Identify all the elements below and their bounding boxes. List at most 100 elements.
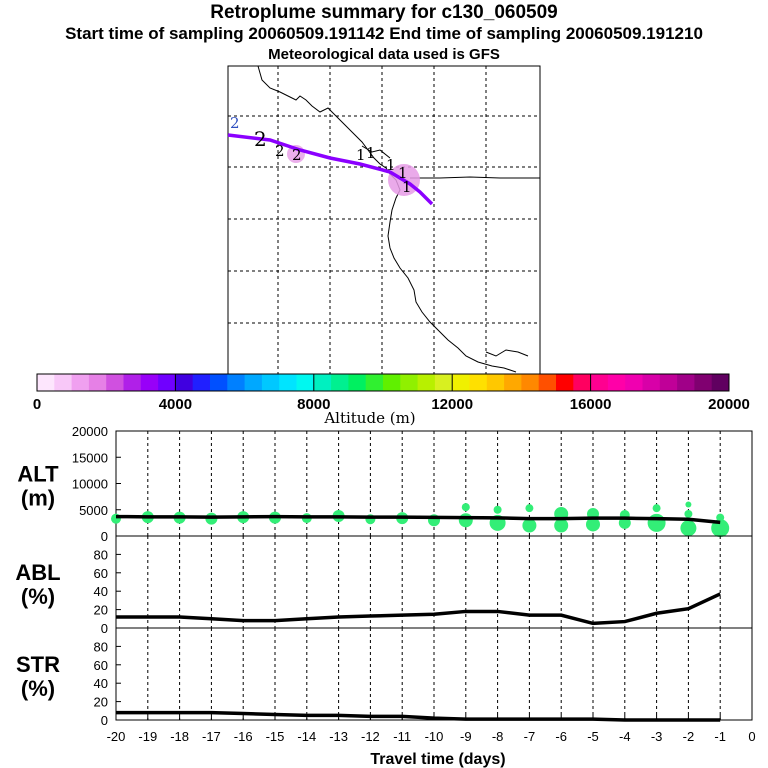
colorbar-cell: [694, 374, 713, 391]
colorbar-label: Altitude (m): [323, 409, 415, 427]
panel-abl: 80 60 40 20 0 ABL(%): [15, 535, 753, 636]
colorbar-cell: [365, 374, 384, 391]
altitude-dot: [493, 505, 502, 514]
altitude-dot: [647, 513, 666, 532]
colorbar-cell: [296, 374, 315, 391]
colorbar-cell: [659, 374, 678, 391]
colorbar-tick-label: 16000: [570, 396, 612, 413]
x-tick-label: -1: [714, 729, 726, 744]
altitude-dot: [652, 504, 661, 513]
colorbar-cell: [71, 374, 90, 391]
y-tick-label: 10000: [72, 477, 108, 492]
x-tick-label: -9: [460, 729, 472, 744]
x-tick-label: -17: [202, 729, 221, 744]
colorbar-cell: [140, 374, 159, 391]
x-tick-label: 0: [748, 729, 755, 744]
x-tick-label: -4: [619, 729, 631, 744]
x-tick-label: -20: [107, 729, 126, 744]
day-marker: 2: [230, 114, 240, 132]
x-tick-label: -18: [170, 729, 189, 744]
altitude-colorbar: 0 4000 8000 12000 16000 20000 Altitude (m): [33, 373, 750, 427]
chart-title: Retroplume summary for c130_060509: [210, 2, 558, 23]
colorbar-cell: [642, 374, 661, 391]
colorbar-cell: [244, 374, 263, 391]
y-tick-label: 40: [94, 584, 108, 599]
colorbar-cell: [210, 374, 228, 391]
colorbar-cell: [54, 374, 73, 391]
day-marker: 1: [398, 164, 408, 182]
colorbar-cell: [711, 374, 730, 391]
altitude-dot: [716, 513, 725, 522]
day-marker: 1: [402, 178, 412, 196]
colorbar-cell: [400, 374, 419, 391]
altitude-dot: [680, 520, 697, 537]
day-marker: 1: [366, 144, 376, 162]
y-tick-label: 20: [94, 603, 108, 618]
y-tick-label: 20000: [72, 424, 108, 439]
colorbar-cell: [556, 374, 574, 391]
y-tick-label: 0: [101, 529, 108, 544]
colorbar-cell: [469, 374, 488, 391]
altitude-dot: [554, 518, 569, 533]
series-line-abl: [116, 592, 721, 626]
colorbar-cell: [331, 374, 349, 391]
y-tick-label: 15000: [72, 450, 108, 465]
colorbar-cell: [261, 374, 280, 391]
colorbar-cell: [175, 374, 194, 391]
x-tick-label: -3: [651, 729, 663, 744]
colorbar-cell: [37, 374, 55, 391]
x-tick-label: -16: [234, 729, 253, 744]
colorbar-tick-label: 0: [33, 396, 41, 413]
colorbar-cell: [434, 374, 453, 391]
colorbar-tick-label: 12000: [431, 396, 473, 413]
panel-label: ABL: [15, 560, 60, 585]
colorbar-cell: [573, 374, 592, 391]
colorbar-cell: [313, 374, 332, 391]
day-marker: 2: [254, 127, 267, 151]
x-tick-label: -19: [138, 729, 157, 744]
colorbar-frame: [36, 373, 730, 392]
day-marker: 1: [386, 156, 396, 174]
trajectory-line: [227, 133, 434, 206]
panel-label: ALT: [17, 462, 59, 487]
x-tick-label: -7: [524, 729, 536, 744]
colorbar-cell: [486, 374, 505, 391]
x-tick-label: -10: [425, 729, 444, 744]
colorbar-cell: [452, 374, 470, 391]
colorbar-tick-label: 20000: [708, 396, 750, 413]
sampling-time-subtitle: Start time of sampling 20060509.191142 E…: [65, 24, 703, 43]
y-tick-label: 40: [94, 676, 108, 691]
x-tick-label: -2: [683, 729, 695, 744]
colorbar-cell: [590, 374, 609, 391]
altitude-dot: [458, 513, 473, 528]
x-tick-label: -6: [555, 729, 567, 744]
x-tick-label: -12: [361, 729, 380, 744]
day-markers: 2 2 2 2 1 1 1 1 1: [230, 114, 412, 196]
colorbar-cell: [383, 374, 401, 391]
y-tick-label: 80: [94, 639, 108, 654]
x-tick-label: -14: [297, 729, 316, 744]
x-axis-label: Travel time (days): [370, 751, 505, 768]
colorbar-cell: [417, 374, 436, 391]
series-line-str: [116, 710, 721, 722]
altitude-dot: [461, 503, 470, 512]
altitude-dot: [685, 501, 692, 508]
x-tick-label: -15: [266, 729, 285, 744]
y-tick-label: 20: [94, 695, 108, 710]
day-marker: 1: [356, 146, 366, 164]
trajectory-map: 2 2 2 2 1 1 1 1 1: [227, 65, 541, 375]
y-tick-label: 80: [94, 547, 108, 562]
colorbar-tick-label: 8000: [297, 396, 330, 413]
colorbar-cell: [88, 374, 107, 391]
altitude-dot: [684, 509, 693, 518]
colorbar-cell: [504, 374, 522, 391]
panel-alt: 20000 15000 10000 5000 0 ALT(m): [17, 424, 753, 544]
panel-unit-label: (m): [21, 486, 55, 511]
day-marker: 2: [292, 146, 302, 164]
x-tick-label: -11: [393, 729, 411, 744]
colorbar-cell: [158, 374, 176, 391]
colorbar-cell: [123, 374, 142, 391]
y-tick-label: 60: [94, 658, 108, 673]
